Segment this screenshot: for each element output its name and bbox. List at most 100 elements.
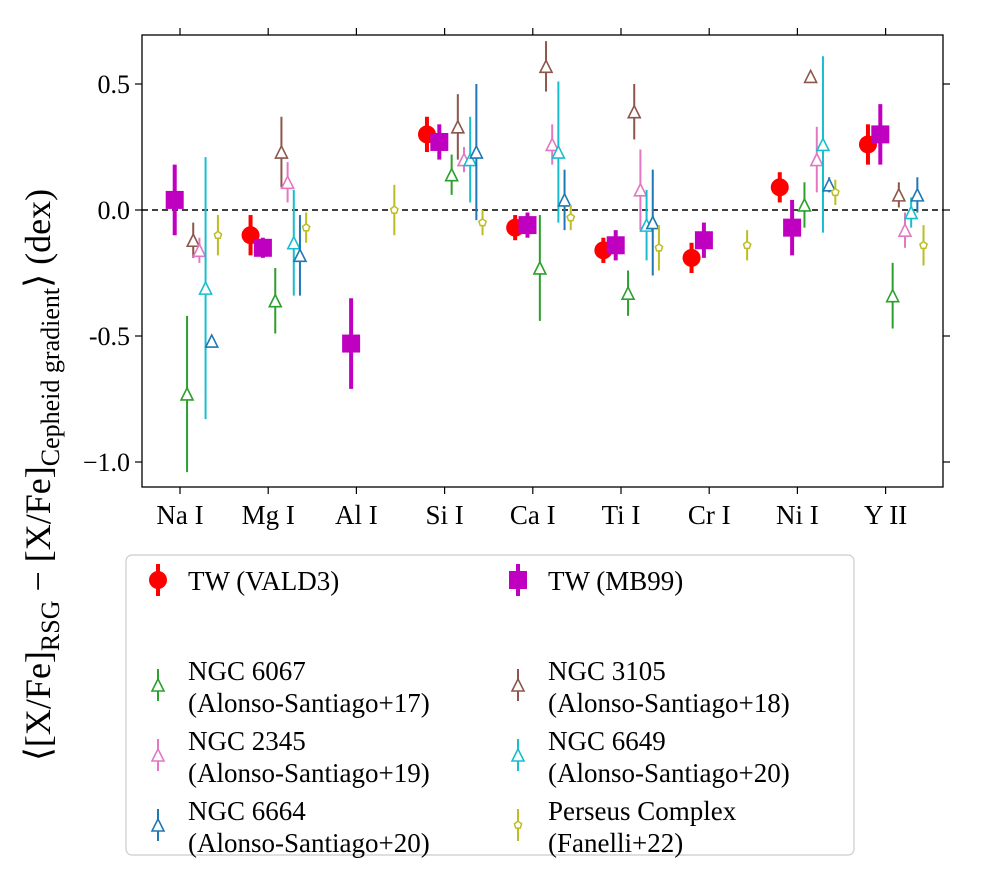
legend-marker xyxy=(149,571,167,589)
data-point xyxy=(809,151,825,167)
y-tick-label: 0.0 xyxy=(98,196,131,225)
data-point xyxy=(742,240,752,250)
x-tick-label: Ca I xyxy=(510,500,556,530)
legend-entry: NGC 6067 (Alonso-Santiago+17) xyxy=(150,656,430,718)
series-ngc-6067-alonso-santiago-17- xyxy=(179,154,900,473)
legend-label-line: (Fanelli+22) xyxy=(548,828,683,858)
x-tick-label: Si I xyxy=(425,500,463,530)
legend-entry: TW (VALD3) xyxy=(149,564,339,596)
data-point xyxy=(532,260,548,275)
data-point xyxy=(267,292,283,308)
data-point xyxy=(885,287,900,303)
data-point xyxy=(185,232,201,248)
legend-label-line: NGC 3105 xyxy=(548,656,666,686)
legend: TW (VALD3) TW (MB99)NGC 6067 (Alonso-Santi… xyxy=(125,554,855,858)
x-tick-label: Cr I xyxy=(688,500,731,530)
data-point xyxy=(897,222,913,237)
legend-label-line: (Alonso-Santiago+20) xyxy=(188,828,430,858)
data-point xyxy=(682,248,701,267)
y-axis-label: ⟨[X/Fe]RSG − [X/Fe]Cepheid gradient⟩ (de… xyxy=(18,189,65,761)
data-point xyxy=(903,204,919,220)
y-tick-label: 0.5 xyxy=(98,70,131,99)
data-point xyxy=(518,216,537,235)
data-point xyxy=(544,136,560,152)
legend-label: TW (MB99) xyxy=(548,566,683,596)
legend-label-line: TW (MB99) xyxy=(548,566,683,596)
y-tick-label: −1.0 xyxy=(83,448,130,477)
x-tick-label: Y II xyxy=(864,500,907,530)
series-ngc-6649-alonso-santiago-20- xyxy=(198,56,919,420)
data-point xyxy=(292,247,308,263)
legend-marker xyxy=(150,677,166,692)
series-tw-mb99- xyxy=(165,104,890,389)
data-point xyxy=(430,132,449,151)
legend-label-line: Perseus Complex xyxy=(548,796,737,826)
data-point xyxy=(286,234,302,250)
legend-marker xyxy=(150,747,166,762)
data-point xyxy=(815,136,831,152)
data-point xyxy=(179,386,195,401)
data-point xyxy=(770,178,789,197)
legend-entry: NGC 6664 (Alonso-Santiago+20) xyxy=(150,796,430,858)
legend-entry: Perseus Complex (Fanelli+22) xyxy=(513,796,737,858)
legend-label: NGC 2345 (Alonso-Santiago+19) xyxy=(188,726,430,788)
data-point xyxy=(165,190,184,209)
data-point xyxy=(274,144,289,159)
legend-label: NGC 3105 (Alonso-Santiago+18) xyxy=(548,656,790,718)
data-point xyxy=(626,103,642,119)
data-point xyxy=(566,212,576,222)
data-point xyxy=(280,174,295,190)
axes-frame xyxy=(141,34,944,488)
y-axis-label-part: − [X/Fe] xyxy=(18,466,58,600)
y-axis-label-part: ⟩ (dex) xyxy=(18,189,58,288)
legend-label-line: NGC 2345 xyxy=(188,726,306,756)
y-axis-label-part: Cepheid gradient xyxy=(36,287,65,466)
legend-label-line: NGC 6664 xyxy=(188,796,306,826)
legend-label: NGC 6067 (Alonso-Santiago+17) xyxy=(188,656,430,718)
data-point xyxy=(797,197,812,212)
legend-entry: NGC 6649 (Alonso-Santiago+20) xyxy=(510,726,790,788)
legend-label-line: NGC 6067 xyxy=(188,656,306,686)
legend-box xyxy=(125,554,855,856)
legend-label-line: TW (VALD3) xyxy=(188,566,339,596)
data-point xyxy=(871,125,890,144)
data-point xyxy=(444,166,459,182)
series-perseus-complex-fanelli-22- xyxy=(213,179,929,271)
data-point xyxy=(551,144,566,159)
series-ngc-2345-alonso-santiago-19- xyxy=(192,124,913,263)
data-point xyxy=(253,238,272,257)
data-point xyxy=(192,242,207,258)
data-point xyxy=(821,177,837,192)
legend-marker xyxy=(510,747,526,762)
x-tick-label: Na I xyxy=(156,500,203,530)
x-tick-label: Ni I xyxy=(776,500,819,530)
legend-marker xyxy=(509,571,527,589)
data-point xyxy=(694,231,713,250)
data-point xyxy=(204,333,220,348)
legend-label: TW (VALD3) xyxy=(188,566,339,596)
data-point xyxy=(450,119,466,134)
data-point xyxy=(830,187,840,197)
x-tick-label: Ti I xyxy=(602,500,641,530)
legend-marker xyxy=(150,817,166,832)
legend-entry: NGC 2345 (Alonso-Santiago+19) xyxy=(150,726,430,788)
legend-label-line: (Alonso-Santiago+19) xyxy=(188,758,430,788)
legend-label-line: NGC 6649 xyxy=(548,726,666,756)
data-point xyxy=(469,144,484,159)
data-point xyxy=(198,280,213,295)
data-point xyxy=(910,187,925,202)
data-point xyxy=(462,151,478,167)
legend-label-line: (Alonso-Santiago+18) xyxy=(548,688,790,718)
legend-label-line: (Alonso-Santiago+20) xyxy=(548,758,790,788)
legend-label: NGC 6664 (Alonso-Santiago+20) xyxy=(188,796,430,858)
plot-area: −1.0 -0.5 0.0 0.5 Na I Mg I Al I Si I Ca I Ti I Cr… xyxy=(18,28,950,761)
data-point xyxy=(389,205,399,214)
series-ngc-3105-alonso-santiago-18- xyxy=(185,41,907,258)
y-axis-label-part: RSG xyxy=(36,601,65,652)
data-point xyxy=(538,58,554,74)
legend-label: NGC 6649 (Alonso-Santiago+20) xyxy=(548,726,790,788)
data-point xyxy=(213,230,223,240)
legend-marker xyxy=(513,820,523,829)
data-point xyxy=(654,243,664,252)
